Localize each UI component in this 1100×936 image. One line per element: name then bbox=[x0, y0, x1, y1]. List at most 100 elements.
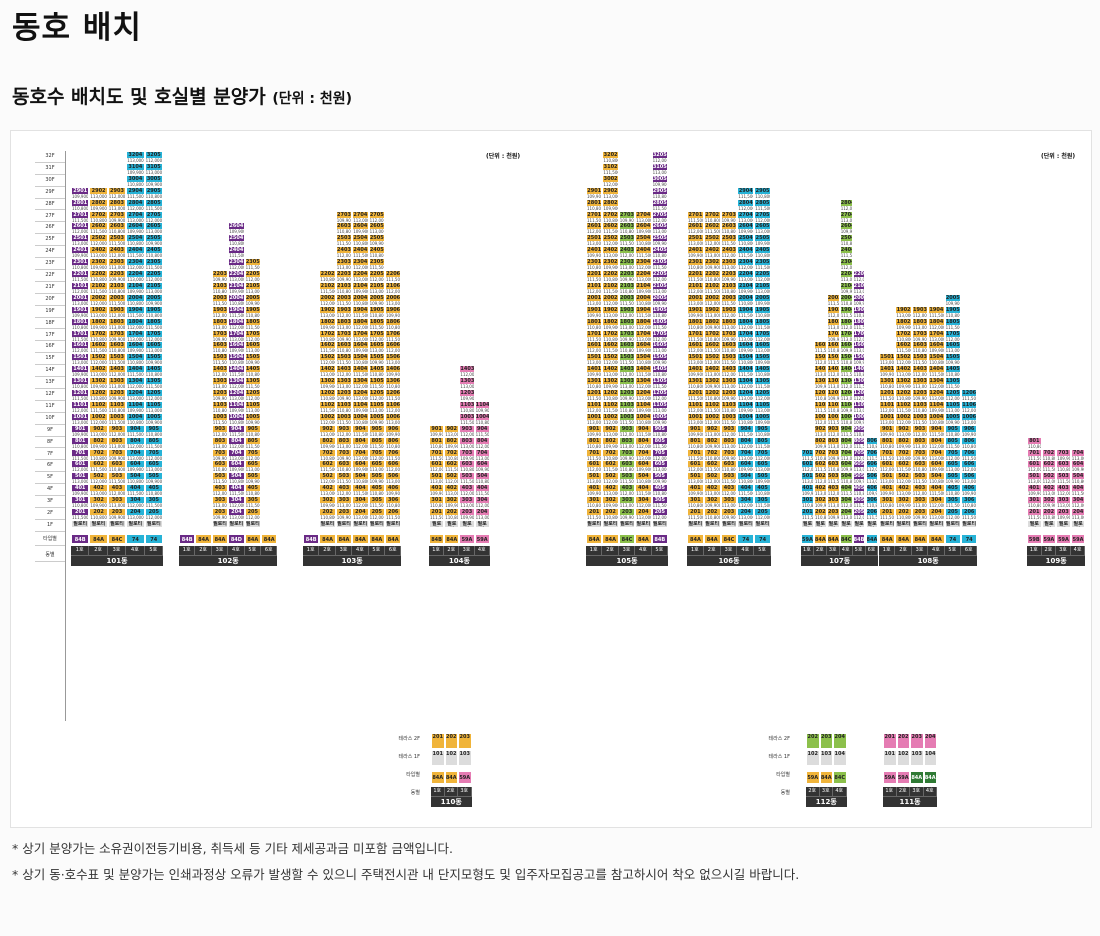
type-cell: 59B bbox=[1027, 533, 1042, 544]
floor-label: 타입별 bbox=[35, 532, 65, 546]
terrace-unit: 201 bbox=[883, 733, 897, 749]
floor-label: 25F bbox=[35, 234, 65, 247]
floor-label: 13F bbox=[35, 377, 65, 389]
type-cell: 84A bbox=[928, 533, 945, 544]
floor-label: 5F bbox=[35, 472, 65, 485]
type-cell: 84C bbox=[839, 533, 853, 544]
dong-bar: 1호 2호 3호 4호 5호 101동 bbox=[71, 545, 164, 566]
floor-label: 32F bbox=[35, 151, 65, 163]
type-cell: 59A bbox=[883, 771, 897, 784]
terrace-unit: 103 bbox=[819, 750, 833, 766]
type-cell: 84A bbox=[910, 771, 924, 784]
unit-cell: 필로티 bbox=[852, 519, 866, 533]
type-cell: 84A bbox=[923, 771, 937, 784]
terrace-unit: 104 bbox=[923, 750, 937, 766]
floor-label: 4F bbox=[35, 484, 65, 497]
unit-cell: 필로티 bbox=[813, 519, 827, 533]
unit-cell: 필로티 bbox=[879, 519, 896, 533]
